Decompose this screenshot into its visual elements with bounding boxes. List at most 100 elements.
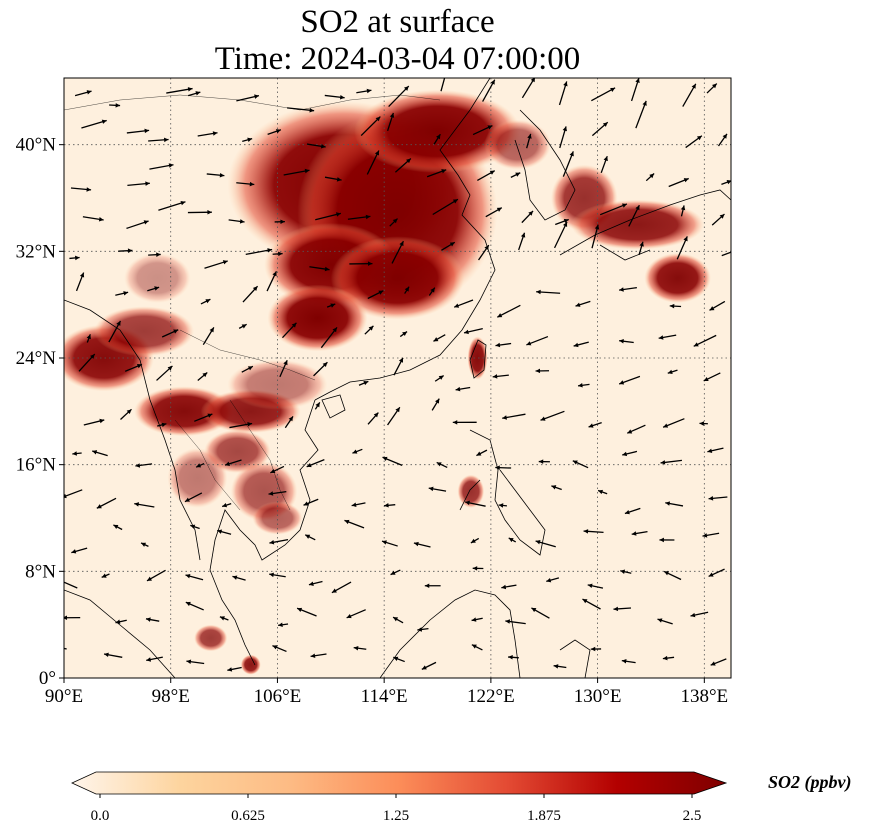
so2-plume-5 — [267, 284, 368, 352]
wind-arrow — [331, 581, 352, 594]
wind-arrow — [224, 459, 242, 467]
colorbar-tick-label: 1.875 — [527, 808, 561, 824]
wind-arrow — [619, 287, 637, 292]
wind-arrow — [187, 210, 212, 215]
wind-arrow — [227, 666, 242, 672]
wind-arrow — [352, 448, 363, 454]
wind-arrow — [324, 94, 345, 100]
wind-arrow — [717, 133, 728, 147]
lat-tick-label: 0° — [39, 668, 56, 689]
wind-arrow — [241, 365, 254, 373]
wind-arrow — [495, 465, 512, 470]
wind-arrow — [441, 241, 456, 251]
wind-arrow — [630, 78, 640, 102]
wind-arrow — [577, 383, 590, 388]
wind-arrow — [157, 422, 167, 428]
wind-arrow — [709, 300, 726, 311]
wind-arrow — [217, 529, 232, 535]
wind-arrow — [721, 180, 731, 185]
wind-arrow — [306, 458, 325, 468]
coastline-philippines — [459, 429, 546, 556]
wind-arrow — [386, 112, 395, 132]
wind-arrow — [583, 529, 604, 534]
wind-arrow — [146, 569, 166, 582]
wind-arrow — [526, 133, 532, 149]
wind-arrow — [358, 380, 369, 386]
wind-arrow — [551, 485, 562, 491]
wind-arrow — [158, 200, 186, 211]
so2-plume-7 — [94, 306, 195, 357]
wind-arrow — [272, 251, 283, 257]
wind-arrow — [115, 619, 127, 624]
wind-arrow — [382, 456, 403, 466]
wind-arrow — [197, 131, 218, 137]
wind-arrow — [508, 537, 517, 543]
wind-arrow — [706, 83, 718, 94]
wind-arrow — [472, 125, 493, 136]
wind-arrow — [228, 219, 245, 224]
wind-arrow — [236, 181, 255, 187]
wind-arrow — [197, 372, 208, 381]
wind-arrow — [108, 320, 122, 343]
wind-arrow — [535, 368, 550, 374]
wind-arrow — [353, 645, 367, 651]
wind-arrow — [555, 218, 569, 226]
wind-arrow — [272, 645, 287, 653]
wind-arrow — [392, 616, 404, 624]
wind-arrow — [540, 410, 565, 421]
lon-tick-label: 98°E — [152, 686, 190, 707]
colorbar-tick-label: 0.0 — [91, 808, 110, 824]
wind-arrow — [219, 616, 229, 621]
wind-arrow — [287, 107, 315, 113]
wind-arrow — [393, 656, 405, 663]
wind-arrow — [662, 655, 675, 661]
wind-arrow — [393, 357, 404, 376]
border-thailand — [174, 419, 241, 511]
wind-arrow — [381, 540, 398, 547]
wind-arrow — [64, 615, 81, 620]
coastline-china — [314, 78, 496, 401]
wind-arrow — [70, 187, 92, 192]
wind-arrow — [658, 334, 677, 340]
wind-arrow — [109, 103, 121, 108]
wind-arrow — [472, 566, 484, 571]
wind-vectors — [64, 78, 731, 672]
colorbar-title: SO2 (ppbv) — [768, 772, 852, 793]
wind-arrow — [702, 532, 720, 538]
wind-arrow — [185, 601, 204, 611]
wind-arrow — [74, 90, 92, 97]
map-subtitle-time: Time: 2024-03-04 07:00:00 — [214, 41, 581, 77]
wind-arrow — [502, 413, 526, 420]
wind-arrow — [505, 619, 526, 625]
wind-arrow — [417, 627, 429, 632]
wind-arrow — [124, 363, 143, 372]
wind-arrow — [115, 291, 129, 296]
lon-tick-label: 122°E — [467, 686, 515, 707]
wind-arrow — [351, 502, 366, 507]
wind-arrow — [599, 203, 628, 216]
wind-arrow — [508, 655, 519, 660]
wind-arrow — [562, 151, 574, 177]
wind-arrow — [424, 583, 441, 589]
coastlines — [64, 78, 731, 678]
wind-arrow — [245, 248, 273, 256]
wind-arrow — [384, 503, 396, 508]
wind-arrow — [64, 647, 67, 650]
wind-arrow — [186, 659, 205, 665]
wind-arrow — [690, 611, 709, 618]
wind-arrow — [452, 420, 477, 425]
wind-arrow — [200, 298, 211, 305]
wind-arrow — [626, 424, 646, 434]
wind-arrow — [83, 418, 105, 426]
wind-arrow — [221, 502, 232, 508]
coastline-taiwan — [469, 339, 487, 379]
wind-arrow — [148, 252, 161, 257]
wind-arrow — [546, 577, 560, 583]
wind-arrow — [587, 583, 604, 589]
wind-arrow — [531, 607, 550, 619]
colorbar-gradient — [71, 771, 728, 795]
wind-arrow — [320, 326, 338, 349]
wind-arrow — [309, 266, 330, 272]
wind-arrow — [149, 163, 174, 170]
lon-tick-label: 130°E — [574, 686, 622, 707]
